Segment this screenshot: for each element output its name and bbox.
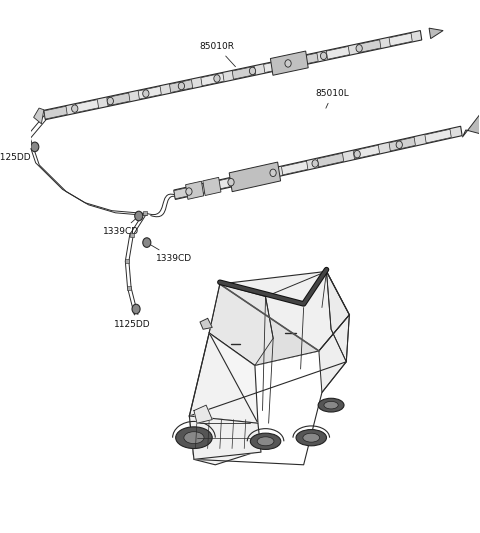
Polygon shape <box>190 333 258 423</box>
Text: 1125DD: 1125DD <box>0 148 32 162</box>
Circle shape <box>270 169 276 176</box>
Polygon shape <box>353 145 380 159</box>
Polygon shape <box>389 137 415 151</box>
Polygon shape <box>229 162 281 192</box>
Polygon shape <box>174 185 200 199</box>
Circle shape <box>143 90 149 97</box>
Polygon shape <box>429 28 443 38</box>
Polygon shape <box>270 51 308 75</box>
Circle shape <box>31 142 39 152</box>
Polygon shape <box>203 177 221 196</box>
Polygon shape <box>281 161 308 175</box>
Text: 85010R: 85010R <box>200 42 236 67</box>
Polygon shape <box>44 30 422 120</box>
Circle shape <box>178 82 184 90</box>
Ellipse shape <box>176 427 212 449</box>
Circle shape <box>135 211 143 221</box>
Circle shape <box>143 238 151 247</box>
Ellipse shape <box>303 433 320 442</box>
Polygon shape <box>34 108 44 124</box>
Circle shape <box>356 45 362 52</box>
Polygon shape <box>232 67 255 79</box>
Ellipse shape <box>296 430 326 446</box>
Polygon shape <box>200 318 212 329</box>
Polygon shape <box>186 181 204 199</box>
Polygon shape <box>190 333 258 465</box>
Polygon shape <box>317 153 344 167</box>
Polygon shape <box>264 60 287 72</box>
Ellipse shape <box>324 401 338 409</box>
Polygon shape <box>190 416 261 459</box>
Polygon shape <box>210 177 236 191</box>
Circle shape <box>312 160 318 167</box>
Polygon shape <box>246 169 272 183</box>
Polygon shape <box>194 405 212 423</box>
Polygon shape <box>201 73 224 86</box>
Polygon shape <box>209 284 273 366</box>
Polygon shape <box>138 86 161 99</box>
Circle shape <box>285 60 291 67</box>
Polygon shape <box>209 271 349 366</box>
Polygon shape <box>174 126 462 199</box>
Polygon shape <box>44 106 67 119</box>
Circle shape <box>214 75 220 82</box>
Circle shape <box>354 150 360 158</box>
Ellipse shape <box>257 437 274 446</box>
Polygon shape <box>358 40 381 53</box>
Polygon shape <box>326 46 349 59</box>
Text: 1339CD: 1339CD <box>103 218 139 237</box>
Polygon shape <box>425 130 451 143</box>
Ellipse shape <box>318 398 344 412</box>
Circle shape <box>72 105 78 112</box>
Circle shape <box>321 52 327 60</box>
Ellipse shape <box>184 432 204 443</box>
Polygon shape <box>462 115 480 137</box>
Polygon shape <box>209 284 319 366</box>
Polygon shape <box>389 33 412 46</box>
Polygon shape <box>295 53 318 66</box>
Text: 1339CD: 1339CD <box>149 244 192 263</box>
Text: 1125DD: 1125DD <box>114 312 150 329</box>
Circle shape <box>228 179 234 186</box>
Polygon shape <box>75 100 98 112</box>
Polygon shape <box>319 315 349 392</box>
Polygon shape <box>107 93 130 106</box>
Circle shape <box>186 188 192 195</box>
Circle shape <box>107 98 113 105</box>
Circle shape <box>250 67 256 75</box>
Polygon shape <box>169 79 192 93</box>
Circle shape <box>132 304 140 314</box>
Ellipse shape <box>251 433 281 449</box>
Polygon shape <box>326 271 349 362</box>
Circle shape <box>396 141 402 149</box>
Text: 85010L: 85010L <box>316 89 349 108</box>
